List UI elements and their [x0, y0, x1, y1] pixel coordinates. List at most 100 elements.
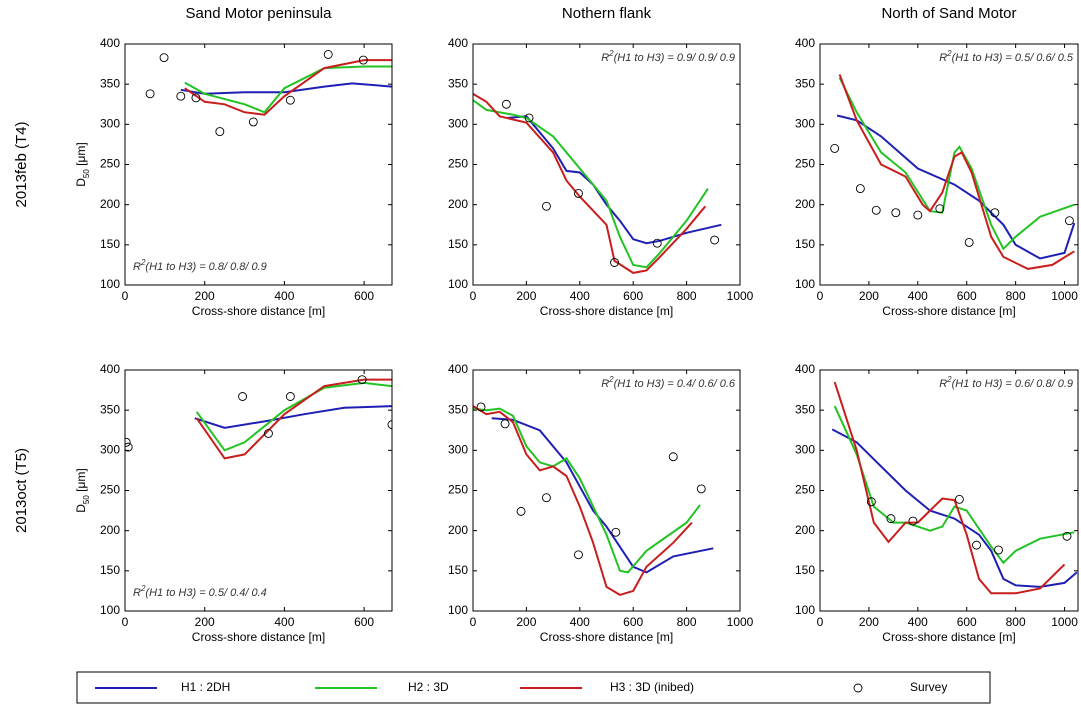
- plot-marks: [473, 402, 714, 596]
- survey-point: [886, 514, 896, 524]
- y-tick-label: 150: [100, 563, 120, 577]
- column-title: Sand Motor peninsula: [186, 5, 333, 22]
- x-tick-label: 1000: [727, 615, 754, 629]
- y-tick-label: 350: [795, 402, 815, 416]
- series-line: [194, 405, 392, 429]
- series-line: [838, 77, 1075, 251]
- survey-point: [710, 235, 720, 245]
- x-tick-label: 0: [817, 289, 824, 303]
- y-tick-label: 100: [448, 277, 468, 291]
- annotation: R2(H1 to H3) = 0.4/ 0.6/ 0.6: [601, 375, 736, 390]
- series-line: [473, 405, 693, 596]
- survey-point: [215, 127, 225, 137]
- survey-point: [574, 550, 583, 560]
- text-script: 2: [608, 375, 614, 384]
- x-axis-label: Cross-shore distance [m]: [882, 304, 1015, 318]
- x-tick-label: 1000: [1051, 615, 1078, 629]
- text-script: 2: [140, 584, 146, 593]
- y-tick-label: 100: [795, 603, 815, 617]
- x-tick-label: 200: [859, 289, 879, 303]
- plot-area: [125, 44, 392, 285]
- y-tick-label: 100: [100, 603, 120, 617]
- x-tick-label: 600: [354, 289, 374, 303]
- panel: 100 150 200 250 300 350 400 0 200 400 600 800 1000 Cr…: [448, 5, 754, 318]
- y-tick-label: 250: [100, 157, 120, 171]
- survey-point: [1062, 531, 1072, 541]
- survey-point: [285, 95, 295, 105]
- x-tick-label: 400: [908, 289, 928, 303]
- survey-point: [358, 55, 368, 65]
- x-tick-label: 400: [908, 615, 928, 629]
- survey-point: [994, 545, 1003, 555]
- y-tick-label: 300: [448, 117, 468, 131]
- series-line: [838, 74, 1075, 270]
- y-tick-label: 300: [100, 117, 120, 131]
- y-tick-label: 350: [795, 76, 815, 90]
- panel: 100 150 200 250 300 350 400 0 200 400 600 800 1000 Cr…: [795, 5, 1079, 318]
- text-part: (H1 to H3) = 0.5/ 0.4/ 0.4: [145, 587, 266, 599]
- legend-label: Survey: [910, 680, 947, 694]
- survey-point: [516, 506, 526, 516]
- text-script: 2: [946, 49, 952, 58]
- y-axis-label: D50 [μm]: [74, 468, 90, 513]
- survey-point: [238, 392, 248, 401]
- survey-point: [871, 205, 881, 215]
- panel: 100 150 200 250 300 350 400 0 200 400 600 800 1000 Cr…: [448, 362, 754, 644]
- text-part: R: [939, 378, 947, 390]
- series-line: [833, 405, 1075, 565]
- y-tick-label: 200: [100, 523, 120, 537]
- survey-point: [1064, 216, 1074, 226]
- plot-area: [125, 370, 392, 611]
- y-tick-label: 350: [448, 76, 468, 90]
- y-tick-label: 150: [448, 237, 468, 251]
- survey-point: [935, 204, 945, 214]
- x-tick-label: 400: [570, 615, 590, 629]
- series-line: [473, 92, 707, 274]
- x-tick-label: 0: [470, 289, 477, 303]
- text-part: [μm]: [74, 142, 88, 169]
- survey-point: [696, 484, 706, 494]
- series-line: [507, 115, 722, 245]
- survey-point: [125, 442, 133, 452]
- annotation: R2(H1 to H3) = 0.5/ 0.4/ 0.4: [133, 584, 267, 599]
- x-tick-label: 200: [859, 615, 879, 629]
- x-axis-label: Cross-shore distance [m]: [882, 630, 1015, 644]
- survey-point: [476, 402, 486, 412]
- annotation: R2(H1 to H3) = 0.9/ 0.9/ 0.9: [601, 49, 735, 64]
- series-line: [195, 378, 392, 460]
- column-title: Nothern flank: [562, 5, 652, 22]
- survey-point: [541, 201, 551, 211]
- plot-frame: [472, 43, 741, 286]
- x-tick-label: 800: [677, 289, 697, 303]
- plot-marks: [831, 381, 1078, 595]
- plot-area: [473, 370, 740, 611]
- survey-point: [264, 429, 273, 438]
- y-tick-label: 150: [448, 563, 468, 577]
- text-part: R: [133, 587, 141, 599]
- survey-point: [357, 375, 367, 385]
- text-part: R: [601, 52, 609, 64]
- survey-point: [501, 99, 511, 109]
- y-tick-label: 400: [795, 362, 815, 376]
- survey-point: [964, 237, 974, 247]
- y-tick-label: 250: [448, 157, 468, 171]
- survey-point: [972, 540, 981, 550]
- x-tick-label: 200: [516, 615, 536, 629]
- y-tick-label: 200: [448, 197, 468, 211]
- x-tick-label: 0: [122, 289, 129, 303]
- survey-point: [176, 91, 186, 101]
- series-line: [184, 59, 392, 116]
- y-tick-label: 350: [100, 76, 120, 90]
- y-tick-label: 200: [795, 197, 815, 211]
- legend-label: H1 : 2DH: [181, 680, 230, 694]
- survey-point: [524, 113, 534, 123]
- x-tick-label: 200: [516, 289, 536, 303]
- x-tick-label: 400: [570, 289, 590, 303]
- series-line: [831, 428, 1078, 588]
- y-tick-label: 100: [795, 277, 815, 291]
- y-tick-label: 100: [448, 603, 468, 617]
- plot-frame: [124, 369, 393, 612]
